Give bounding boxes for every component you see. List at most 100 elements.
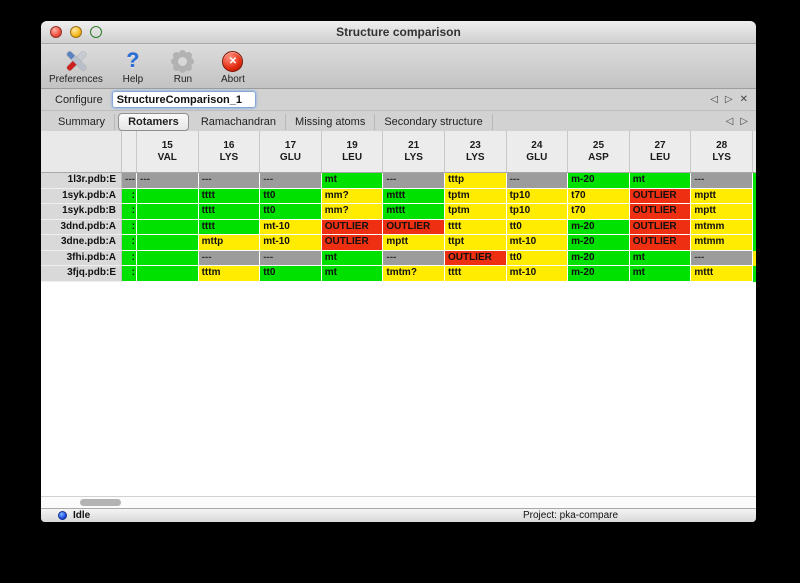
- column-header[interactable]: 16LYS: [199, 131, 261, 172]
- table-cell[interactable]: tt0: [507, 220, 569, 236]
- prev-config-icon[interactable]: ◁: [710, 95, 718, 105]
- table-cell[interactable]: mttt: [383, 189, 445, 205]
- table-cell[interactable]: tttt: [199, 220, 261, 236]
- table-cell[interactable]: mt: [322, 251, 384, 267]
- table-cell[interactable]: tttt: [199, 189, 261, 205]
- configuration-name-input[interactable]: [112, 91, 256, 108]
- table-cell[interactable]: tttt: [445, 220, 507, 236]
- table-cell[interactable]: mt: [630, 173, 692, 189]
- scroll-tabs-right-icon[interactable]: ▷: [740, 117, 748, 127]
- table-cell[interactable]: mt-10: [260, 220, 322, 236]
- table-cell[interactable]: OUTLIER: [630, 235, 692, 251]
- table-cell[interactable]: [137, 235, 199, 251]
- table-cell[interactable]: m-20: [568, 266, 630, 282]
- clipped-cell[interactable]: :: [122, 266, 137, 282]
- clipped-cell[interactable]: :: [122, 220, 137, 236]
- table-cell[interactable]: OUTLIER: [630, 204, 692, 220]
- table-cell[interactable]: tptm: [445, 204, 507, 220]
- tab-summary[interactable]: Summary: [49, 114, 115, 130]
- table-cell[interactable]: mtmm: [691, 235, 753, 251]
- table-cell[interactable]: ---: [383, 251, 445, 267]
- table-cell[interactable]: mtmm: [691, 220, 753, 236]
- tab-ramachandran[interactable]: Ramachandran: [192, 114, 286, 130]
- table-cell[interactable]: m-20: [568, 251, 630, 267]
- table-cell[interactable]: mptt: [691, 189, 753, 205]
- table-cell[interactable]: tp10: [507, 189, 569, 205]
- column-header[interactable]: 15VAL: [137, 131, 199, 172]
- table-cell[interactable]: [137, 266, 199, 282]
- table-cell[interactable]: ---: [199, 173, 261, 189]
- tab-missing-atoms[interactable]: Missing atoms: [286, 114, 375, 130]
- table-cell[interactable]: t70: [568, 204, 630, 220]
- table-cell[interactable]: [137, 220, 199, 236]
- table-cell[interactable]: ---: [260, 251, 322, 267]
- column-header[interactable]: 21LYS: [383, 131, 445, 172]
- row-label[interactable]: 3dnd.pdb:A: [41, 220, 122, 236]
- table-cell[interactable]: tt0: [260, 266, 322, 282]
- column-header[interactable]: 27LEU: [630, 131, 692, 172]
- abort-button[interactable]: ✕ Abort: [213, 49, 253, 85]
- table-cell[interactable]: OUTLIER: [445, 251, 507, 267]
- table-cell[interactable]: ---: [137, 173, 199, 189]
- table-cell[interactable]: tttm: [199, 266, 261, 282]
- table-cell[interactable]: mttt: [691, 266, 753, 282]
- table-cell[interactable]: tmtm?: [383, 266, 445, 282]
- column-header[interactable]: 17GLU: [260, 131, 322, 172]
- table-cell[interactable]: tt0: [260, 204, 322, 220]
- table-cell[interactable]: mm?: [322, 204, 384, 220]
- table-cell[interactable]: mt-10: [260, 235, 322, 251]
- next-config-icon[interactable]: ▷: [725, 95, 733, 105]
- table-cell[interactable]: tttp: [445, 173, 507, 189]
- table-cell[interactable]: mt-10: [507, 235, 569, 251]
- help-button[interactable]: ? Help: [113, 49, 153, 85]
- table-cell[interactable]: OUTLIER: [630, 189, 692, 205]
- table-cell[interactable]: OUTLIER: [630, 220, 692, 236]
- tab-secondary-structure[interactable]: Secondary structure: [375, 114, 492, 130]
- table-cell[interactable]: mptt: [383, 235, 445, 251]
- table-cell[interactable]: ---: [199, 251, 261, 267]
- table-cell[interactable]: ---: [507, 173, 569, 189]
- clipped-cell[interactable]: :: [122, 251, 137, 267]
- clipped-cell[interactable]: ---: [122, 173, 137, 189]
- table-cell[interactable]: ---: [260, 173, 322, 189]
- table-cell[interactable]: mt: [322, 173, 384, 189]
- table-cell[interactable]: mt: [630, 266, 692, 282]
- table-cell[interactable]: tt0: [260, 189, 322, 205]
- row-label[interactable]: 1syk.pdb:A: [41, 189, 122, 205]
- preferences-button[interactable]: Preferences: [49, 49, 103, 85]
- clipped-cell[interactable]: :: [122, 189, 137, 205]
- table-cell[interactable]: [137, 189, 199, 205]
- row-label[interactable]: 3dne.pdb:A: [41, 235, 122, 251]
- table-cell[interactable]: tt0: [507, 251, 569, 267]
- column-header[interactable]: 24GLU: [507, 131, 569, 172]
- table-cell[interactable]: [137, 204, 199, 220]
- close-config-icon[interactable]: ✕: [740, 95, 748, 105]
- table-cell[interactable]: mt: [630, 251, 692, 267]
- table-cell[interactable]: mt-10: [507, 266, 569, 282]
- row-label[interactable]: 3fjq.pdb:E: [41, 266, 122, 282]
- table-cell[interactable]: tttt: [199, 204, 261, 220]
- column-header[interactable]: 28LYS: [691, 131, 753, 172]
- table-cell[interactable]: m-20: [568, 173, 630, 189]
- table-cell[interactable]: ttpt: [445, 235, 507, 251]
- table-cell[interactable]: OUTLIER: [322, 220, 384, 236]
- table-cell[interactable]: m-20: [568, 235, 630, 251]
- table-cell[interactable]: m-20: [568, 220, 630, 236]
- table-cell[interactable]: tptm: [445, 189, 507, 205]
- table-cell[interactable]: OUTLIER: [322, 235, 384, 251]
- table-cell[interactable]: mttt: [383, 204, 445, 220]
- table-cell[interactable]: ---: [691, 173, 753, 189]
- column-header[interactable]: 19LEU: [322, 131, 384, 172]
- table-cell[interactable]: ---: [691, 251, 753, 267]
- table-cell[interactable]: OUTLIER: [383, 220, 445, 236]
- table-cell[interactable]: [137, 251, 199, 267]
- table-cell[interactable]: tttt: [445, 266, 507, 282]
- column-header[interactable]: 23LYS: [445, 131, 507, 172]
- table-cell[interactable]: tp10: [507, 204, 569, 220]
- clipped-cell[interactable]: :: [122, 204, 137, 220]
- scroll-tabs-left-icon[interactable]: ◁: [726, 117, 734, 127]
- row-label[interactable]: 1syk.pdb:B: [41, 204, 122, 220]
- table-cell[interactable]: mptt: [691, 204, 753, 220]
- titlebar[interactable]: Structure comparison: [41, 21, 756, 44]
- row-label[interactable]: 1l3r.pdb:E: [41, 173, 122, 189]
